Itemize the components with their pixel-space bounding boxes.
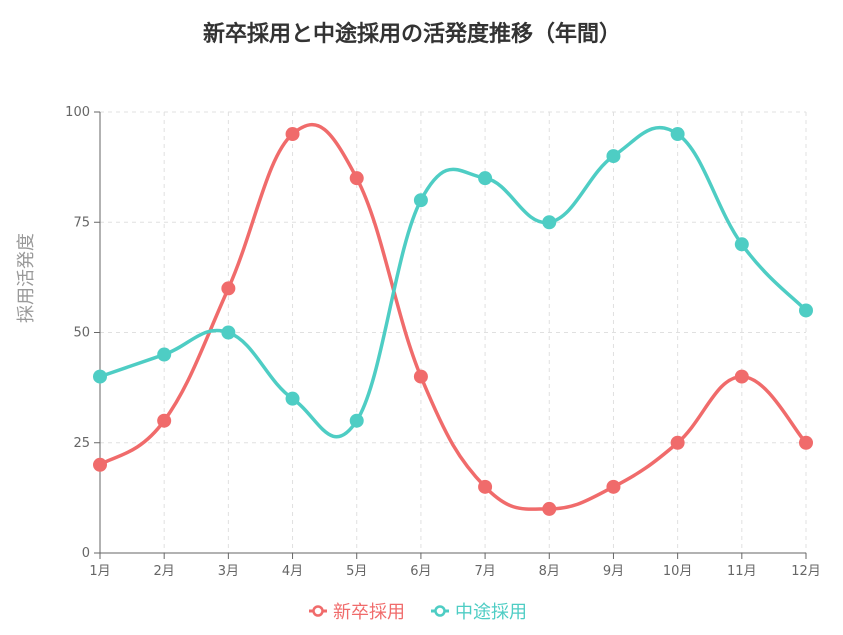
series-line (99, 122, 808, 511)
legend-label: 新卒採用 (333, 602, 405, 623)
y-tick-label: 25 (73, 436, 90, 451)
data-point (734, 237, 749, 252)
legend-marker (312, 605, 324, 617)
data-point (93, 369, 107, 384)
x-tick-label: 2月 (154, 564, 175, 579)
data-point (799, 303, 813, 318)
x-tick-label: 5月 (346, 564, 367, 579)
data-point (93, 457, 107, 472)
series-1 (93, 122, 813, 516)
x-tick-label: 1月 (89, 564, 110, 579)
data-point (349, 413, 364, 428)
data-point (221, 325, 236, 340)
data-point (606, 479, 621, 494)
x-tick-label: 6月 (410, 564, 431, 579)
legend[interactable]: 新卒採用 中途採用 (309, 602, 527, 623)
data-point (670, 435, 685, 450)
data-point (478, 171, 493, 186)
data-point (157, 413, 172, 428)
data-point (478, 479, 493, 494)
x-tick-label: 4月 (282, 564, 303, 579)
legend-label: 中途採用 (455, 602, 527, 623)
y-tick-label: 75 (73, 215, 90, 230)
y-tick-label: 100 (65, 105, 90, 120)
data-point (349, 171, 364, 186)
x-tick-label: 9月 (603, 564, 624, 579)
data-point (606, 149, 621, 164)
legend-marker (434, 605, 446, 617)
data-point (542, 215, 557, 230)
x-tick-label: 11月 (727, 564, 757, 579)
data-point (734, 369, 749, 384)
data-point (413, 369, 428, 384)
grid (100, 111, 807, 553)
data-point (413, 193, 428, 208)
series-2 (93, 125, 813, 439)
y-tick-label: 0 (82, 546, 90, 561)
data-point (542, 501, 557, 516)
legend-item-2[interactable]: 中途採用 (431, 602, 527, 623)
x-tick-label: 8月 (539, 564, 560, 579)
y-tick-label: 50 (73, 326, 90, 341)
x-tick-label: 7月 (474, 564, 495, 579)
y-axis-label: 採用活発度 (16, 233, 37, 323)
series-line (99, 125, 808, 439)
x-tick-label: 3月 (218, 564, 239, 579)
data-point (799, 435, 813, 450)
series (93, 122, 813, 516)
data-point (221, 281, 236, 296)
data-point (285, 391, 300, 406)
legend-item-1[interactable]: 新卒採用 (309, 602, 405, 623)
data-point (670, 127, 685, 142)
axes: 0 25 50 75 100 1月 2月 3月 4月 5月 6月 7月 8月 9月 10月 11月 12月 (65, 105, 821, 579)
x-tick-label: 12月 (791, 564, 821, 579)
x-tick-label: 10月 (663, 564, 693, 579)
chart-title: 新卒採用と中途採用の活発度推移（年間） (203, 21, 621, 47)
data-point (157, 347, 172, 362)
data-point (285, 127, 300, 142)
